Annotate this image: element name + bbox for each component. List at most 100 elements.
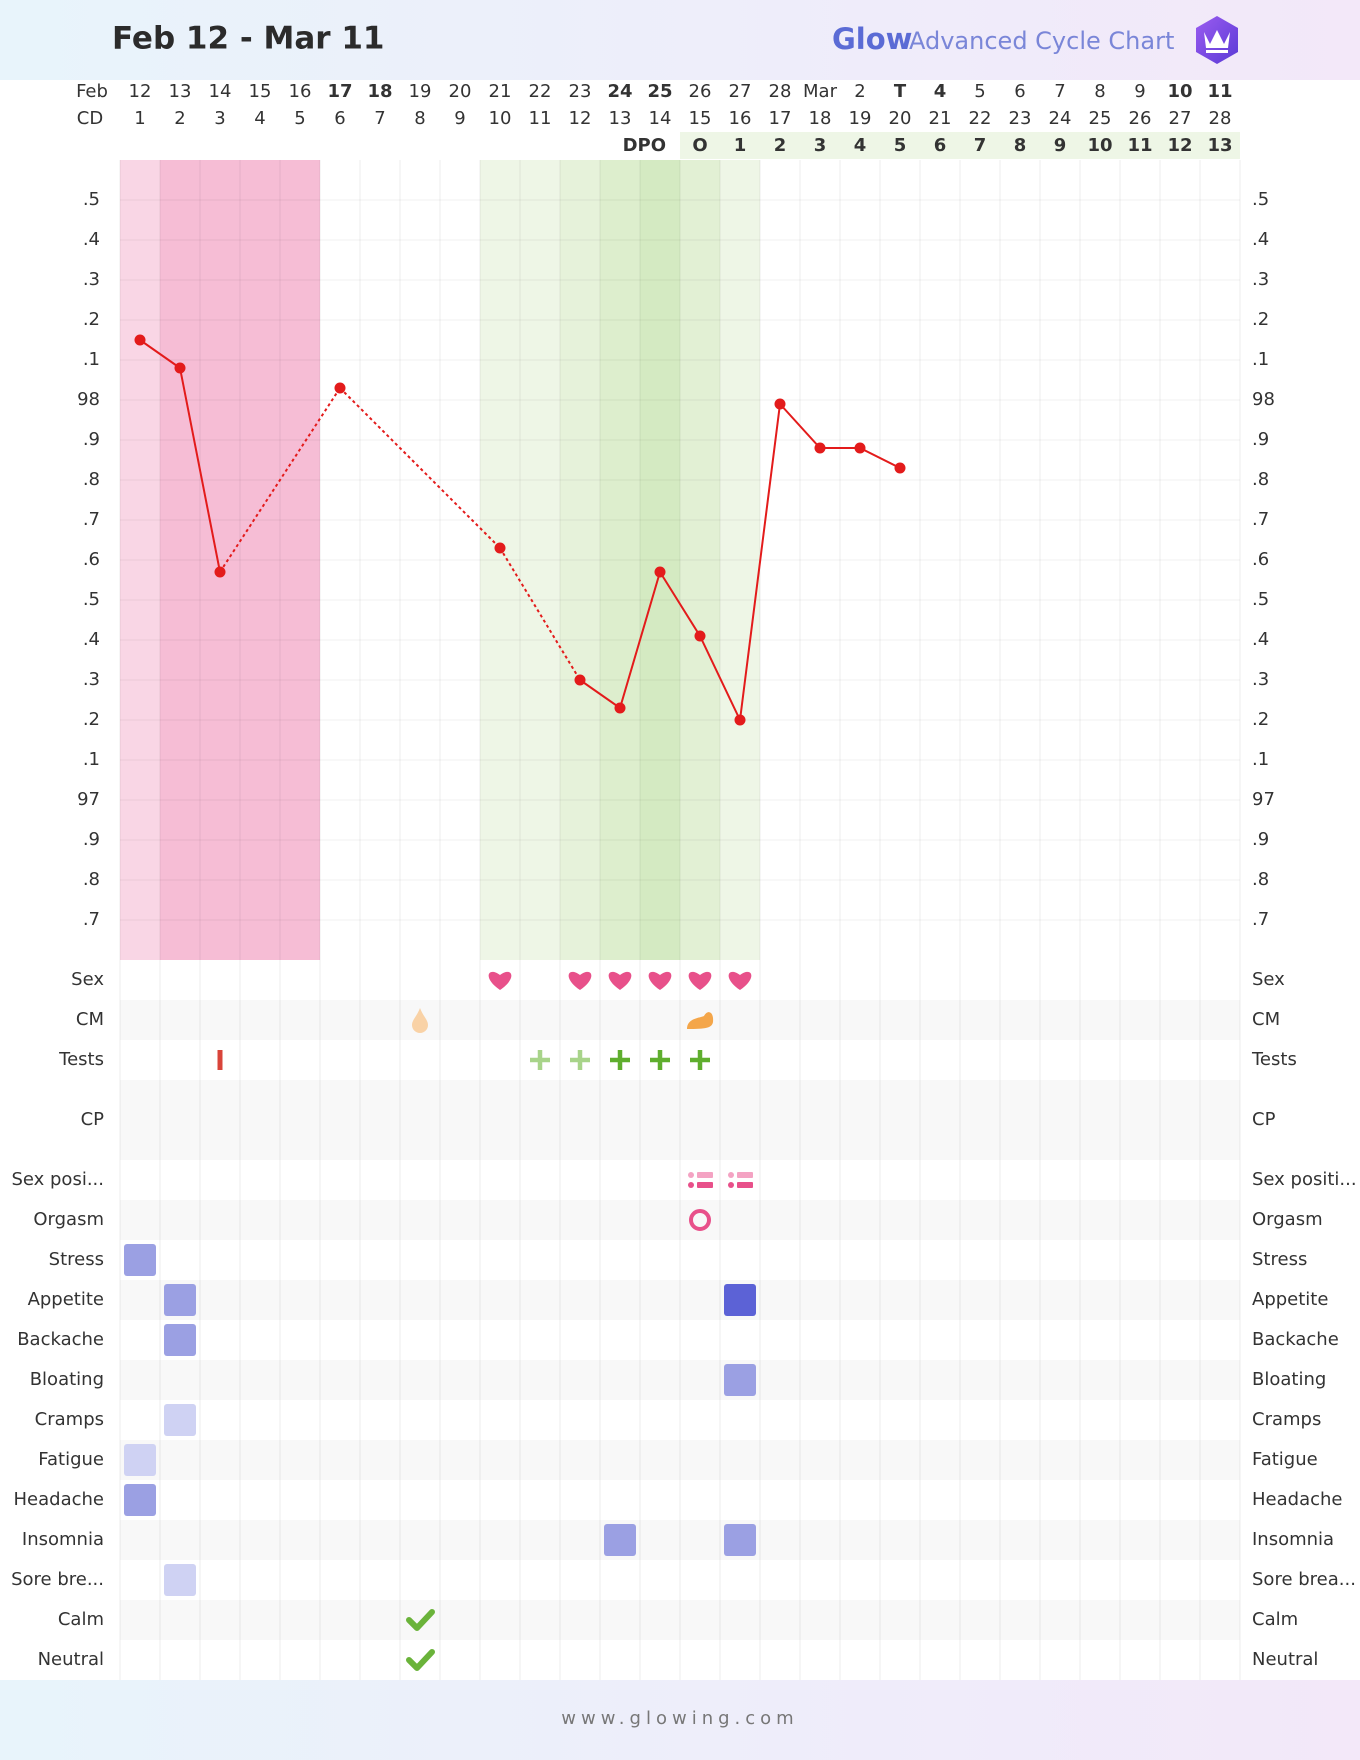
row-label: Bloating <box>30 1369 104 1390</box>
footer-url: www.glowing.com <box>561 1708 798 1729</box>
row-label: Insomnia <box>22 1529 104 1550</box>
row-label-right: Fatigue <box>1252 1449 1318 1470</box>
log-icon <box>689 1209 711 1231</box>
content: FebCDDPO12113214315416517618719820921102… <box>11 81 1357 1671</box>
temperature-point <box>854 442 866 454</box>
heart-icon <box>648 971 672 990</box>
log-icon <box>217 1050 223 1070</box>
date-label: 4 <box>934 81 947 102</box>
temperature-point <box>694 630 706 642</box>
check-icon <box>406 1649 435 1671</box>
temperature-point <box>134 334 146 346</box>
log-icon <box>570 1050 590 1070</box>
row-label: Stress <box>49 1249 104 1270</box>
row-label: Tests <box>58 1049 104 1070</box>
phase-fill <box>640 160 680 960</box>
date-label: 6 <box>1014 81 1025 102</box>
temperature-point <box>654 566 666 578</box>
cd-row-label: CD <box>77 108 103 129</box>
cd-label: 16 <box>729 108 752 129</box>
y-tick-label: 98 <box>77 389 100 410</box>
temperature-gap-line <box>339 387 501 549</box>
row-label: Sore bre... <box>11 1569 104 1590</box>
cd-label: 3 <box>214 108 225 129</box>
cd-label: 9 <box>454 108 465 129</box>
log-icon <box>648 971 672 990</box>
date-label: Mar <box>803 81 838 102</box>
cd-label: 1 <box>134 108 145 129</box>
cd-label: 4 <box>254 108 265 129</box>
y-tick-label: .3 <box>83 269 100 290</box>
cd-label: 19 <box>849 108 872 129</box>
heart-icon <box>608 971 632 990</box>
y-tick-label-right: 98 <box>1252 389 1275 410</box>
phase-fill <box>600 160 640 960</box>
y-tick-label: .7 <box>83 909 100 930</box>
log-icon <box>688 1172 713 1188</box>
y-tick-label: 97 <box>77 789 100 810</box>
y-tick-label: .2 <box>83 709 100 730</box>
phase-fill <box>680 160 720 960</box>
row-label: Appetite <box>28 1289 104 1310</box>
test-faint-icon <box>530 1050 550 1070</box>
cm-drop-icon <box>412 1008 428 1033</box>
row-label: CM <box>76 1009 104 1030</box>
log-icon <box>610 1050 630 1070</box>
row-label-right: Bloating <box>1252 1369 1326 1390</box>
cd-label: 15 <box>689 108 712 129</box>
row-label: Sex <box>71 969 104 990</box>
cd-label: 22 <box>969 108 992 129</box>
dpo-band <box>680 132 1240 159</box>
symptom-level <box>164 1564 196 1596</box>
y-tick-label: .8 <box>83 469 100 490</box>
temperature-point <box>814 442 826 454</box>
cd-label: 6 <box>334 108 345 129</box>
cd-label: 14 <box>649 108 672 129</box>
y-tick-label-right: .8 <box>1252 869 1269 890</box>
y-tick-label-right: .5 <box>1252 189 1269 210</box>
log-icon <box>488 971 512 990</box>
row-label-right: Sore brea... <box>1252 1569 1356 1590</box>
date-label: 22 <box>529 81 552 102</box>
y-tick-label-right: .2 <box>1252 309 1269 330</box>
phase-fill <box>560 160 600 960</box>
y-tick-label: .7 <box>83 509 100 530</box>
row-label-right: CM <box>1252 1009 1280 1030</box>
row-label-right: Appetite <box>1252 1289 1328 1310</box>
dpo-label: 2 <box>774 135 787 156</box>
temperature-point <box>614 702 626 714</box>
cd-label: 23 <box>1009 108 1032 129</box>
date-label: 25 <box>647 81 672 102</box>
backgrounds <box>120 132 1240 1640</box>
row-background <box>120 1200 1240 1240</box>
row-background <box>120 1080 1240 1160</box>
temperature-point <box>734 714 746 726</box>
symptom-level <box>724 1524 756 1556</box>
date-label: 27 <box>729 81 752 102</box>
position-icon <box>728 1182 734 1188</box>
date-label: 23 <box>569 81 592 102</box>
log-icon <box>687 1012 714 1029</box>
temperature-point <box>214 566 226 578</box>
y-tick-label: .9 <box>83 829 100 850</box>
row-label: Neutral <box>38 1649 104 1670</box>
phase-fill <box>160 160 200 960</box>
date-label: 10 <box>1167 81 1192 102</box>
y-tick-label-right: .2 <box>1252 709 1269 730</box>
date-label: 20 <box>449 81 472 102</box>
y-tick-label: .2 <box>83 309 100 330</box>
date-label: 14 <box>209 81 232 102</box>
dpo-label: 7 <box>974 135 987 156</box>
temperature-point <box>334 382 346 394</box>
header-subtitle: Advanced Cycle Chart <box>909 27 1174 55</box>
log-icon <box>530 1050 550 1070</box>
position-icon <box>697 1172 713 1178</box>
log-icon <box>650 1050 670 1070</box>
date-label: 17 <box>327 81 352 102</box>
y-tick-label-right: 97 <box>1252 789 1275 810</box>
cd-label: 21 <box>929 108 952 129</box>
log-icon <box>728 1172 753 1188</box>
header-title: Feb 12 - Mar 11 <box>112 21 385 57</box>
temperature-point <box>774 398 786 410</box>
cd-label: 25 <box>1089 108 1112 129</box>
